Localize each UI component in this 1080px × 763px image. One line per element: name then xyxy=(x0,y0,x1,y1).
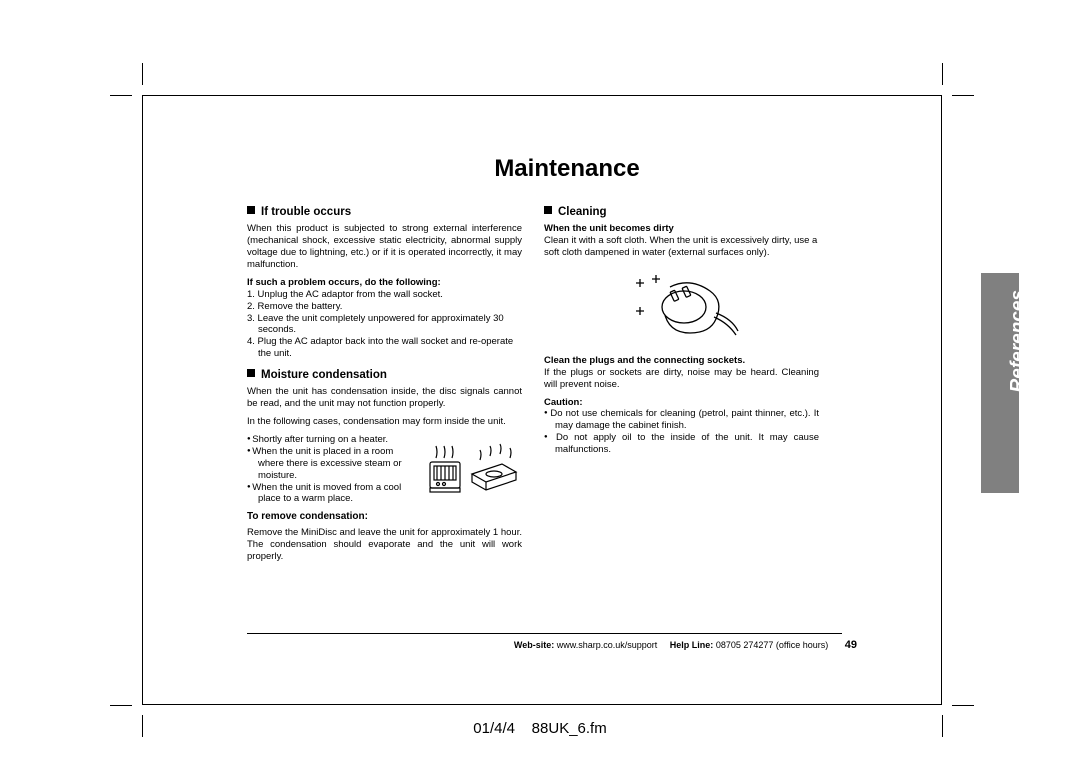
moisture-bullet-1: Shortly after turning on a heater. xyxy=(247,434,412,446)
heater-illustration xyxy=(422,434,522,500)
remove-condensation-text: Remove the MiniDisc and leave the unit f… xyxy=(247,527,522,563)
crop-mark xyxy=(942,63,943,85)
cleaning-p1: Clean it with a soft cloth. When the uni… xyxy=(544,235,819,259)
section-head-trouble: If trouble occurs xyxy=(247,205,522,219)
doc-file: 88UK_6.fm xyxy=(532,720,607,737)
page-content: Maintenance If trouble occurs When this … xyxy=(247,155,887,568)
page-number: 49 xyxy=(845,639,857,651)
website-value: www.sharp.co.uk/support xyxy=(554,640,657,650)
cleaning-p2: If the plugs or sockets are dirty, noise… xyxy=(544,367,819,391)
moisture-bullet-2: When the unit is placed in a room where … xyxy=(247,446,412,482)
trouble-instruction-head: If such a problem occurs, do the followi… xyxy=(247,277,522,289)
step-4: 4. Plug the AC adaptor back into the wal… xyxy=(247,336,522,360)
cleaning-sub1: When the unit becomes dirty xyxy=(544,223,819,235)
columns: If trouble occurs When this product is s… xyxy=(247,199,887,568)
right-column: Cleaning When the unit becomes dirty Cle… xyxy=(544,199,819,568)
plug-illustration xyxy=(544,267,819,347)
footer-rule xyxy=(247,633,842,634)
step-2: 2. Remove the battery. xyxy=(247,301,522,313)
website-label: Web-site: xyxy=(514,640,554,650)
crop-mark xyxy=(952,705,974,706)
caution-bullets: Do not use chemicals for cleaning (petro… xyxy=(544,408,819,456)
moisture-list-wrap: Shortly after turning on a heater. When … xyxy=(247,434,522,505)
caution-2: Do not apply oil to the inside of the un… xyxy=(544,432,819,456)
moisture-bullet-3: When the unit is moved from a cool place… xyxy=(247,482,412,506)
crop-mark xyxy=(952,95,974,96)
section-head-moisture: Moisture condensation xyxy=(247,368,522,382)
crop-mark xyxy=(110,95,132,96)
caution-1: Do not use chemicals for cleaning (petro… xyxy=(544,408,819,432)
page-title: Maintenance xyxy=(247,155,887,183)
doc-date: 01/4/4 xyxy=(473,720,515,737)
moisture-p2: In the following cases, condensation may… xyxy=(247,416,522,428)
crop-mark xyxy=(142,63,143,85)
trouble-steps: 1. Unplug the AC adaptor from the wall s… xyxy=(247,289,522,360)
helpline-label: Help Line: xyxy=(670,640,714,650)
doc-footer: 01/4/4 88UK_6.fm xyxy=(0,720,1080,737)
left-column: If trouble occurs When this product is s… xyxy=(247,199,522,568)
moisture-bullets: Shortly after turning on a heater. When … xyxy=(247,434,412,505)
footer-line: Web-site: www.sharp.co.uk/support Help L… xyxy=(247,639,857,651)
caution-label: Caution: xyxy=(544,397,819,409)
step-3: 3. Leave the unit completely unpowered f… xyxy=(247,313,522,337)
helpline-value: 08705 274277 (office hours) xyxy=(713,640,828,650)
remove-condensation-head: To remove condensation: xyxy=(247,511,522,524)
section-head-cleaning: Cleaning xyxy=(544,205,819,219)
step-1: 1. Unplug the AC adaptor from the wall s… xyxy=(247,289,522,301)
crop-mark xyxy=(110,705,132,706)
moisture-p1: When the unit has condensation inside, t… xyxy=(247,386,522,410)
trouble-intro: When this product is subjected to strong… xyxy=(247,223,522,271)
tab-subtitle: -Troubleshooting/Maintenance- xyxy=(1018,290,1028,416)
cleaning-bold2: Clean the plugs and the connecting socke… xyxy=(544,355,819,367)
